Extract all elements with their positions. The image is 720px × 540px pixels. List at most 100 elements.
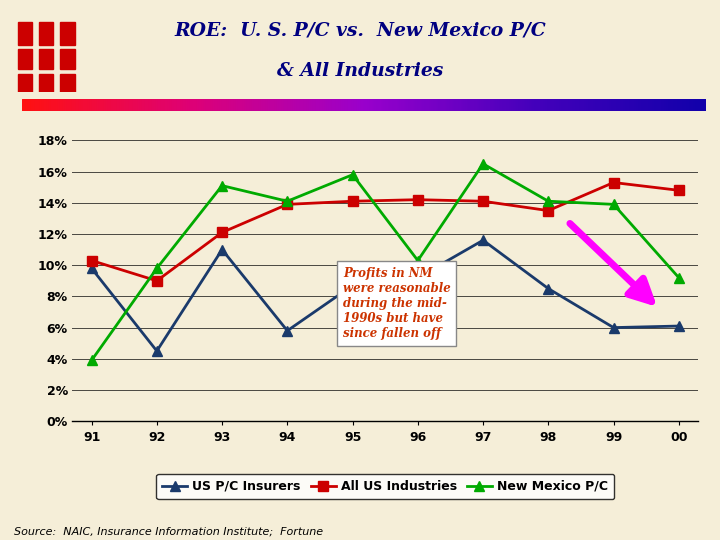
Bar — [81, 99, 84, 111]
Line: US P/C Insurers: US P/C Insurers — [86, 235, 684, 356]
Bar — [261, 99, 264, 111]
Bar — [282, 99, 284, 111]
Bar — [692, 99, 694, 111]
Bar — [63, 99, 65, 111]
US P/C Insurers — [479, 237, 487, 244]
Line: New Mexico P/C: New Mexico P/C — [86, 159, 684, 365]
Bar — [621, 99, 624, 111]
Bar — [694, 99, 696, 111]
Text: Profits in NM
were reasonable
during the mid-
1990s but have
since fallen off: Profits in NM were reasonable during the… — [343, 267, 451, 340]
Bar — [264, 99, 266, 111]
US P/C Insurers — [283, 327, 292, 334]
Bar — [676, 99, 678, 111]
Bar — [420, 99, 423, 111]
Bar — [311, 99, 313, 111]
Bar — [649, 99, 651, 111]
Bar — [391, 99, 393, 111]
Bar — [120, 99, 122, 111]
Bar — [617, 99, 619, 111]
Bar — [268, 99, 270, 111]
Bar — [204, 99, 207, 111]
Bar — [507, 99, 510, 111]
Bar — [608, 99, 610, 111]
Bar — [195, 99, 197, 111]
Bar — [557, 99, 559, 111]
Bar — [571, 99, 573, 111]
Bar — [653, 99, 655, 111]
Bar — [393, 99, 395, 111]
Bar — [149, 99, 152, 111]
Bar — [336, 99, 338, 111]
Bar — [158, 99, 161, 111]
Bar — [482, 99, 485, 111]
New Mexico P/C — [609, 201, 618, 207]
Bar — [698, 99, 701, 111]
Bar — [318, 99, 320, 111]
Bar — [47, 99, 49, 111]
Bar — [669, 99, 671, 111]
Bar — [489, 99, 491, 111]
Bar — [40, 99, 42, 111]
Bar — [231, 99, 233, 111]
Bar — [357, 99, 359, 111]
Bar — [532, 99, 534, 111]
Bar — [553, 99, 555, 111]
Bar — [277, 99, 279, 111]
Bar — [39, 50, 53, 69]
Bar — [33, 99, 35, 111]
Bar — [245, 99, 248, 111]
Bar — [487, 99, 489, 111]
Bar — [323, 99, 325, 111]
Bar — [496, 99, 498, 111]
Bar — [227, 99, 229, 111]
Bar — [510, 99, 512, 111]
Bar — [582, 99, 585, 111]
Bar — [26, 99, 29, 111]
Bar — [168, 99, 170, 111]
Bar — [286, 99, 289, 111]
Bar — [462, 99, 464, 111]
Bar — [31, 99, 33, 111]
Bar — [133, 99, 135, 111]
Bar — [163, 99, 165, 111]
Bar — [544, 99, 546, 111]
Bar — [375, 99, 377, 111]
Bar — [129, 99, 131, 111]
Bar — [498, 99, 500, 111]
Bar — [384, 99, 387, 111]
New Mexico P/C — [544, 198, 553, 205]
Bar — [389, 99, 391, 111]
Bar — [222, 99, 225, 111]
Bar — [229, 99, 231, 111]
New Mexico P/C — [153, 265, 161, 272]
Bar — [297, 99, 300, 111]
Bar — [29, 99, 31, 111]
Bar — [402, 99, 405, 111]
Bar — [332, 99, 334, 111]
Bar — [573, 99, 576, 111]
Bar — [658, 99, 660, 111]
Bar — [549, 99, 551, 111]
Bar — [430, 99, 432, 111]
Bar — [624, 99, 626, 111]
Bar — [96, 99, 99, 111]
Bar — [225, 99, 227, 111]
Bar — [320, 99, 323, 111]
Bar — [72, 99, 74, 111]
Bar — [338, 99, 341, 111]
Bar — [359, 99, 361, 111]
Bar — [117, 99, 120, 111]
Bar — [211, 99, 213, 111]
Bar — [642, 99, 644, 111]
Bar — [469, 99, 471, 111]
All US Industries — [544, 207, 553, 214]
Bar — [526, 99, 528, 111]
Bar — [596, 99, 598, 111]
Bar — [368, 99, 371, 111]
New Mexico P/C — [217, 183, 226, 189]
Bar — [302, 99, 305, 111]
Bar — [172, 99, 174, 111]
Bar — [181, 99, 184, 111]
Bar — [124, 99, 127, 111]
Bar — [309, 99, 311, 111]
